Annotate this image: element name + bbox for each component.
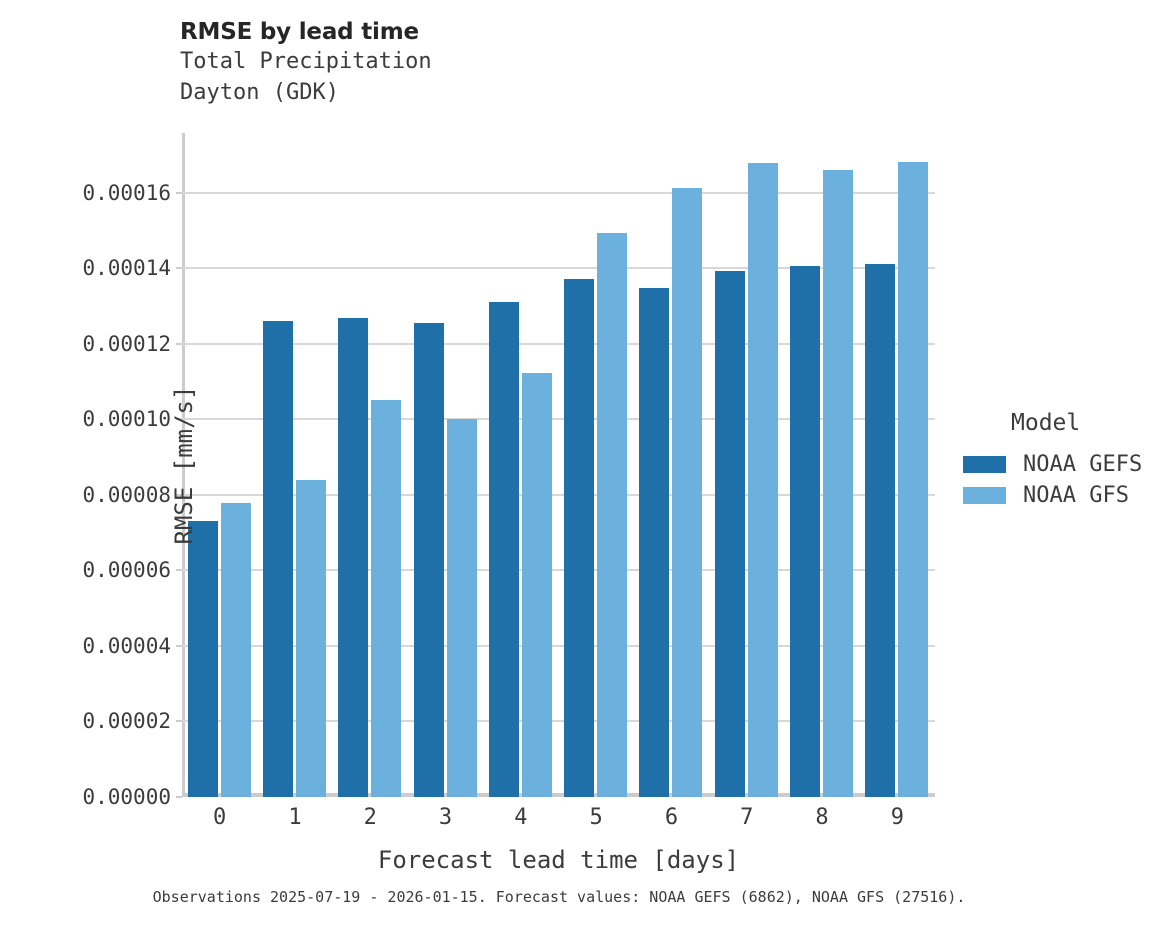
y-tick-label: 0.00010 <box>82 407 171 432</box>
bar <box>672 187 703 797</box>
legend-label: NOAA GEFS <box>1023 452 1143 477</box>
bar <box>413 322 444 797</box>
bars-layer <box>182 133 935 797</box>
y-tick-mark <box>176 191 182 194</box>
gridline <box>182 191 935 194</box>
x-tick-label: 8 <box>815 805 829 830</box>
y-tick-mark <box>176 267 182 270</box>
y-tick-mark <box>176 493 182 496</box>
gridline <box>182 342 935 345</box>
x-tick-label: 5 <box>589 805 603 830</box>
bar <box>747 162 778 797</box>
bar <box>262 320 293 797</box>
gridline <box>182 644 935 647</box>
y-tick-mark <box>176 342 182 345</box>
chart-plot-area: 0.00000 0.00002 0.00004 0.00006 0.00008 0.000… <box>82 133 935 874</box>
y-tick-mark <box>176 418 182 421</box>
y-tick-mark <box>176 720 182 723</box>
x-tick-label: 6 <box>664 805 679 830</box>
bar <box>714 270 745 797</box>
legend: Model NOAA GEFS NOAA GFS <box>963 410 1168 511</box>
bar <box>295 479 326 797</box>
y-axis-line <box>182 133 185 797</box>
bar <box>446 419 477 797</box>
bar <box>521 373 552 797</box>
x-tick-label: 7 <box>740 805 754 830</box>
y-tick-mark <box>176 569 182 572</box>
x-tick-label: 4 <box>514 805 528 830</box>
x-tick-label: 9 <box>890 805 904 830</box>
y-tick-label: 0.00006 <box>82 558 171 583</box>
bar <box>865 263 896 797</box>
bar <box>187 520 218 797</box>
bar <box>220 502 251 797</box>
y-tick-label: 0.00000 <box>82 785 171 809</box>
x-axis-title: Forecast lead time [days] <box>377 846 740 874</box>
bar <box>898 162 929 797</box>
chart-subtitle-location: Dayton (GDK) <box>180 80 339 105</box>
gridline <box>182 418 935 421</box>
x-tick-label: 2 <box>363 805 377 830</box>
bar <box>488 302 519 797</box>
y-axis-title: RMSE [mm/s] <box>170 385 198 545</box>
bar <box>564 278 595 797</box>
legend-entries: NOAA GEFS NOAA GFS <box>963 449 1168 511</box>
plot-frame <box>182 133 935 797</box>
gridline <box>182 569 935 572</box>
y-tick-mark <box>176 644 182 647</box>
y-tick-label: 0.00014 <box>82 256 171 281</box>
y-tick-mark <box>176 796 182 798</box>
footer-note: Observations 2025-07-19 - 2026-01-15. Fo… <box>152 888 966 906</box>
bar <box>338 318 369 797</box>
bar <box>371 399 402 797</box>
bar <box>823 170 854 797</box>
y-tick-label: 0.00004 <box>82 633 171 658</box>
bar <box>597 232 628 797</box>
gridline <box>182 267 935 270</box>
legend-entry[interactable]: NOAA GFS <box>963 480 1168 511</box>
y-tick-label: 0.00002 <box>82 709 171 734</box>
x-tick-label: 3 <box>438 805 453 830</box>
legend-label: NOAA GFS <box>1023 483 1129 508</box>
x-tick-label: 0 <box>213 805 227 830</box>
gridline <box>182 493 935 496</box>
bar <box>790 266 821 797</box>
y-tick-label: 0.00008 <box>82 482 171 507</box>
legend-swatch <box>963 456 1006 473</box>
y-tick-label: 0.00016 <box>82 180 171 205</box>
chart-subtitle-variable: Total Precipitation <box>180 49 432 74</box>
gridline <box>182 720 935 723</box>
legend-entry[interactable]: NOAA GEFS <box>963 449 1168 480</box>
x-tick-label: 1 <box>288 805 302 830</box>
y-tick-label: 0.00012 <box>82 331 171 356</box>
legend-title: Model <box>1011 410 1081 436</box>
legend-swatch <box>963 487 1006 504</box>
x-axis-line <box>182 793 935 797</box>
title-block: RMSE by lead time Total Precipitation Da… <box>180 18 940 108</box>
bar <box>639 287 670 797</box>
page-title: RMSE by lead time <box>180 19 419 45</box>
